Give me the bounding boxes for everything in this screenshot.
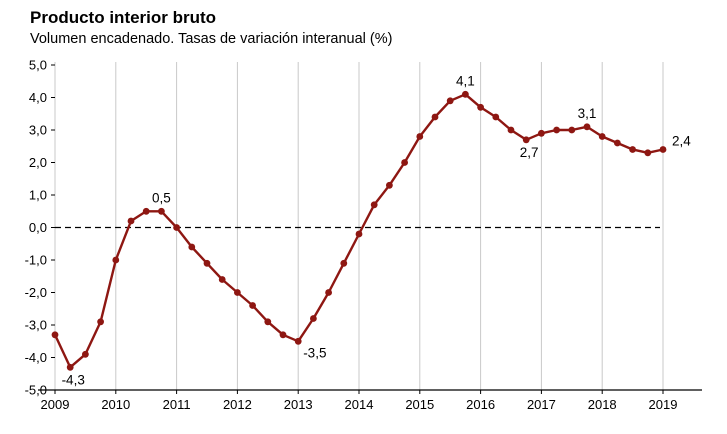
data-label: 2,7 bbox=[520, 145, 539, 160]
data-point bbox=[218, 276, 226, 283]
data-point bbox=[644, 149, 652, 157]
data-point bbox=[188, 243, 196, 251]
data-point bbox=[340, 259, 348, 267]
x-axis-label: 2010 bbox=[101, 397, 130, 412]
x-axis-label: 2009 bbox=[41, 397, 70, 412]
data-point bbox=[492, 113, 500, 121]
x-axis-label: 2011 bbox=[163, 397, 191, 412]
data-label: 0,5 bbox=[152, 190, 171, 205]
x-axis-label: 2013 bbox=[284, 397, 313, 412]
data-point bbox=[66, 363, 74, 371]
data-point bbox=[82, 350, 89, 358]
data-point bbox=[249, 302, 256, 309]
data-point bbox=[568, 126, 576, 134]
data-point bbox=[507, 126, 515, 134]
data-point bbox=[294, 337, 302, 345]
data-point bbox=[583, 123, 591, 131]
y-axis-label: 3,0 bbox=[29, 123, 47, 138]
data-point bbox=[310, 315, 317, 322]
data-point bbox=[51, 331, 59, 339]
y-axis-label: -2,0 bbox=[25, 285, 47, 300]
x-axis-label: 2017 bbox=[527, 397, 556, 412]
data-point bbox=[629, 146, 636, 153]
data-label: 4,1 bbox=[456, 73, 475, 88]
data-point bbox=[264, 318, 272, 326]
data-point bbox=[386, 181, 393, 189]
data-point bbox=[158, 207, 165, 215]
y-axis-label: 2,0 bbox=[29, 155, 47, 170]
data-point bbox=[522, 136, 530, 144]
data-label: -3,5 bbox=[303, 345, 326, 360]
data-label: 2,4 bbox=[672, 134, 691, 149]
data-point bbox=[431, 113, 439, 121]
data-point bbox=[355, 230, 363, 238]
data-point bbox=[203, 259, 211, 267]
data-point bbox=[598, 133, 606, 140]
data-point bbox=[416, 133, 424, 140]
data-point bbox=[112, 256, 120, 264]
y-axis-label: -1,0 bbox=[25, 253, 47, 268]
data-point bbox=[553, 126, 560, 134]
x-axis-label: 2014 bbox=[345, 397, 374, 412]
data-point bbox=[142, 207, 150, 215]
x-axis-label: 2012 bbox=[223, 397, 252, 412]
data-point bbox=[279, 331, 287, 339]
data-point bbox=[370, 201, 378, 209]
chart-title: Producto interior bruto bbox=[30, 8, 217, 27]
data-point bbox=[462, 90, 469, 98]
y-axis-label: -4,0 bbox=[25, 350, 47, 365]
data-point bbox=[401, 159, 408, 166]
y-axis-label: -5,0 bbox=[25, 383, 47, 398]
data-point bbox=[97, 318, 104, 326]
y-axis-label: 5,0 bbox=[29, 58, 47, 73]
data-point bbox=[446, 97, 454, 105]
data-point bbox=[659, 146, 667, 153]
chart-subtitle: Volumen encadenado. Tasas de variación i… bbox=[30, 31, 393, 47]
x-axis-label: 2016 bbox=[466, 397, 495, 412]
y-axis-label: 0,0 bbox=[29, 220, 47, 235]
x-axis-label: 2019 bbox=[649, 397, 678, 412]
data-point bbox=[234, 289, 241, 296]
y-axis-label: -3,0 bbox=[25, 318, 47, 333]
data-point bbox=[614, 139, 621, 147]
y-axis-label: 4,0 bbox=[29, 90, 47, 105]
data-point bbox=[477, 103, 484, 111]
data-point bbox=[127, 217, 135, 225]
data-point bbox=[538, 129, 545, 137]
data-point bbox=[325, 289, 332, 296]
data-label: 3,1 bbox=[578, 106, 597, 121]
x-axis-label: 2018 bbox=[588, 397, 617, 412]
y-axis-label: 1,0 bbox=[29, 188, 47, 203]
data-point bbox=[173, 224, 181, 231]
x-axis-label: 2015 bbox=[405, 397, 434, 412]
data-label: -4,3 bbox=[62, 372, 85, 387]
